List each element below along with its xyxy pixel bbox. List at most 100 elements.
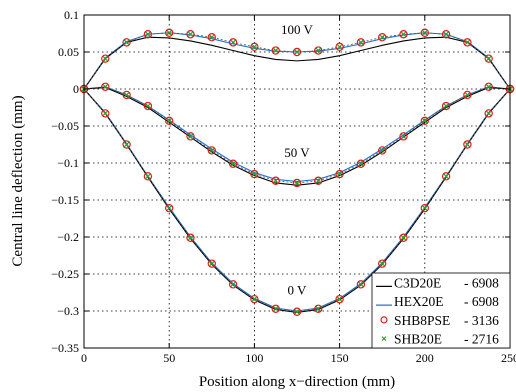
ticks-layer: 0 50 100 150 200 250 0.1 0.05 0 −0.05 −0.1 −0.15 −0.… xyxy=(51,8,516,365)
point-shb20e xyxy=(400,31,407,37)
annotation-label: 50 V xyxy=(284,145,310,160)
y-tick-label: 0 xyxy=(73,82,79,96)
point-shb8pse xyxy=(399,132,408,141)
point-shb8pse xyxy=(122,38,131,47)
point-shb20e xyxy=(230,161,236,167)
x-tick-label: 100 xyxy=(245,351,263,365)
series-line-shb8pse xyxy=(83,86,511,184)
point-shb20e xyxy=(443,31,449,37)
y-tick-label: −0.05 xyxy=(51,119,79,133)
point-shb20e xyxy=(422,118,428,124)
x-tick-label: 250 xyxy=(501,351,516,365)
legend-label: SHB20E xyxy=(394,332,442,347)
point-shb8pse xyxy=(441,30,451,39)
x-axis-title: Position along x−direction (mm) xyxy=(199,374,395,390)
point-shb8pse xyxy=(207,146,216,155)
legend-count: - 3136 xyxy=(464,313,499,328)
point-shb8pse xyxy=(314,176,323,185)
point-shb20e xyxy=(187,235,194,241)
point-shb20e xyxy=(336,44,343,50)
point-shb20e xyxy=(315,47,321,54)
point-shb20e xyxy=(379,147,385,154)
y-tick-label: 0.1 xyxy=(64,8,79,22)
point-shb20e xyxy=(230,281,236,287)
point-shb8pse xyxy=(441,172,451,181)
point-shb20e xyxy=(315,178,321,184)
point-shb8pse xyxy=(463,140,472,149)
point-shb20e xyxy=(422,30,428,36)
legend-count: - 2716 xyxy=(464,332,499,347)
point-shb20e xyxy=(464,39,471,46)
point-shb20e xyxy=(123,92,130,98)
point-shb8pse xyxy=(378,259,387,268)
point-shb20e xyxy=(273,178,279,184)
point-shb8pse xyxy=(122,140,131,149)
point-shb20e xyxy=(294,309,300,315)
point-shb20e xyxy=(400,133,407,139)
point-shb20e xyxy=(209,147,215,154)
point-shb8pse xyxy=(420,116,429,126)
point-shb8pse xyxy=(356,159,366,168)
point-shb8pse xyxy=(271,304,280,313)
point-shb8pse xyxy=(228,159,238,168)
point-shb8pse xyxy=(420,203,429,213)
y-tick-label: −0.35 xyxy=(51,341,79,355)
point-shb20e xyxy=(273,306,279,312)
point-shb20e xyxy=(230,39,236,46)
point-shb8pse xyxy=(356,280,366,289)
y-tick-label: −0.15 xyxy=(51,193,79,207)
point-shb20e xyxy=(486,56,492,62)
legend-marker-shb8pse xyxy=(380,316,388,324)
point-shb20e xyxy=(123,39,130,46)
point-shb20e xyxy=(336,171,343,177)
legend-count: - 6908 xyxy=(464,294,499,309)
point-shb8pse xyxy=(292,178,302,188)
point-shb20e xyxy=(464,141,471,148)
point-shb20e xyxy=(422,205,428,211)
legend-marker-shb20e xyxy=(381,336,387,342)
point-shb20e xyxy=(187,31,194,37)
point-shb8pse xyxy=(164,203,174,213)
point-shb8pse xyxy=(101,54,110,63)
point-shb8pse xyxy=(335,42,344,52)
point-shb20e xyxy=(486,84,492,90)
point-shb20e xyxy=(294,180,300,186)
point-shb8pse xyxy=(143,172,153,181)
point-shb20e xyxy=(145,103,151,109)
annotations: 100 V 50 V 0 V xyxy=(281,22,314,297)
point-shb20e xyxy=(251,296,258,302)
point-shb8pse xyxy=(122,90,131,100)
point-shb8pse xyxy=(399,30,408,39)
point-shb20e xyxy=(145,31,151,37)
point-shb8pse xyxy=(228,280,238,289)
point-shb20e xyxy=(187,133,194,139)
point-shb20e xyxy=(379,34,385,40)
y-tick-label: −0.3 xyxy=(57,304,79,318)
x-tick-label: 50 xyxy=(163,351,175,365)
annotation-label: 100 V xyxy=(281,22,314,37)
point-shb20e xyxy=(209,34,215,40)
point-shb8pse xyxy=(186,30,195,39)
point-shb20e xyxy=(145,173,151,179)
point-shb20e xyxy=(358,281,364,287)
point-shb20e xyxy=(251,44,258,50)
point-shb20e xyxy=(209,261,215,267)
point-shb20e xyxy=(294,49,300,55)
point-shb8pse xyxy=(292,307,302,316)
point-shb8pse xyxy=(271,46,280,55)
point-shb8pse xyxy=(314,304,323,313)
series-line-c3d20e xyxy=(83,36,511,90)
point-shb20e xyxy=(400,235,407,241)
point-shb20e xyxy=(379,261,385,267)
point-shb20e xyxy=(102,56,108,62)
legend-count: - 6908 xyxy=(464,275,499,290)
point-shb20e xyxy=(251,171,258,177)
legend-box xyxy=(371,272,511,349)
point-shb20e xyxy=(315,306,321,312)
point-shb8pse xyxy=(164,28,174,37)
point-shb20e xyxy=(443,103,449,109)
x-tick-label: 150 xyxy=(331,351,349,365)
point-shb20e xyxy=(486,110,492,117)
point-shb8pse xyxy=(484,54,493,63)
